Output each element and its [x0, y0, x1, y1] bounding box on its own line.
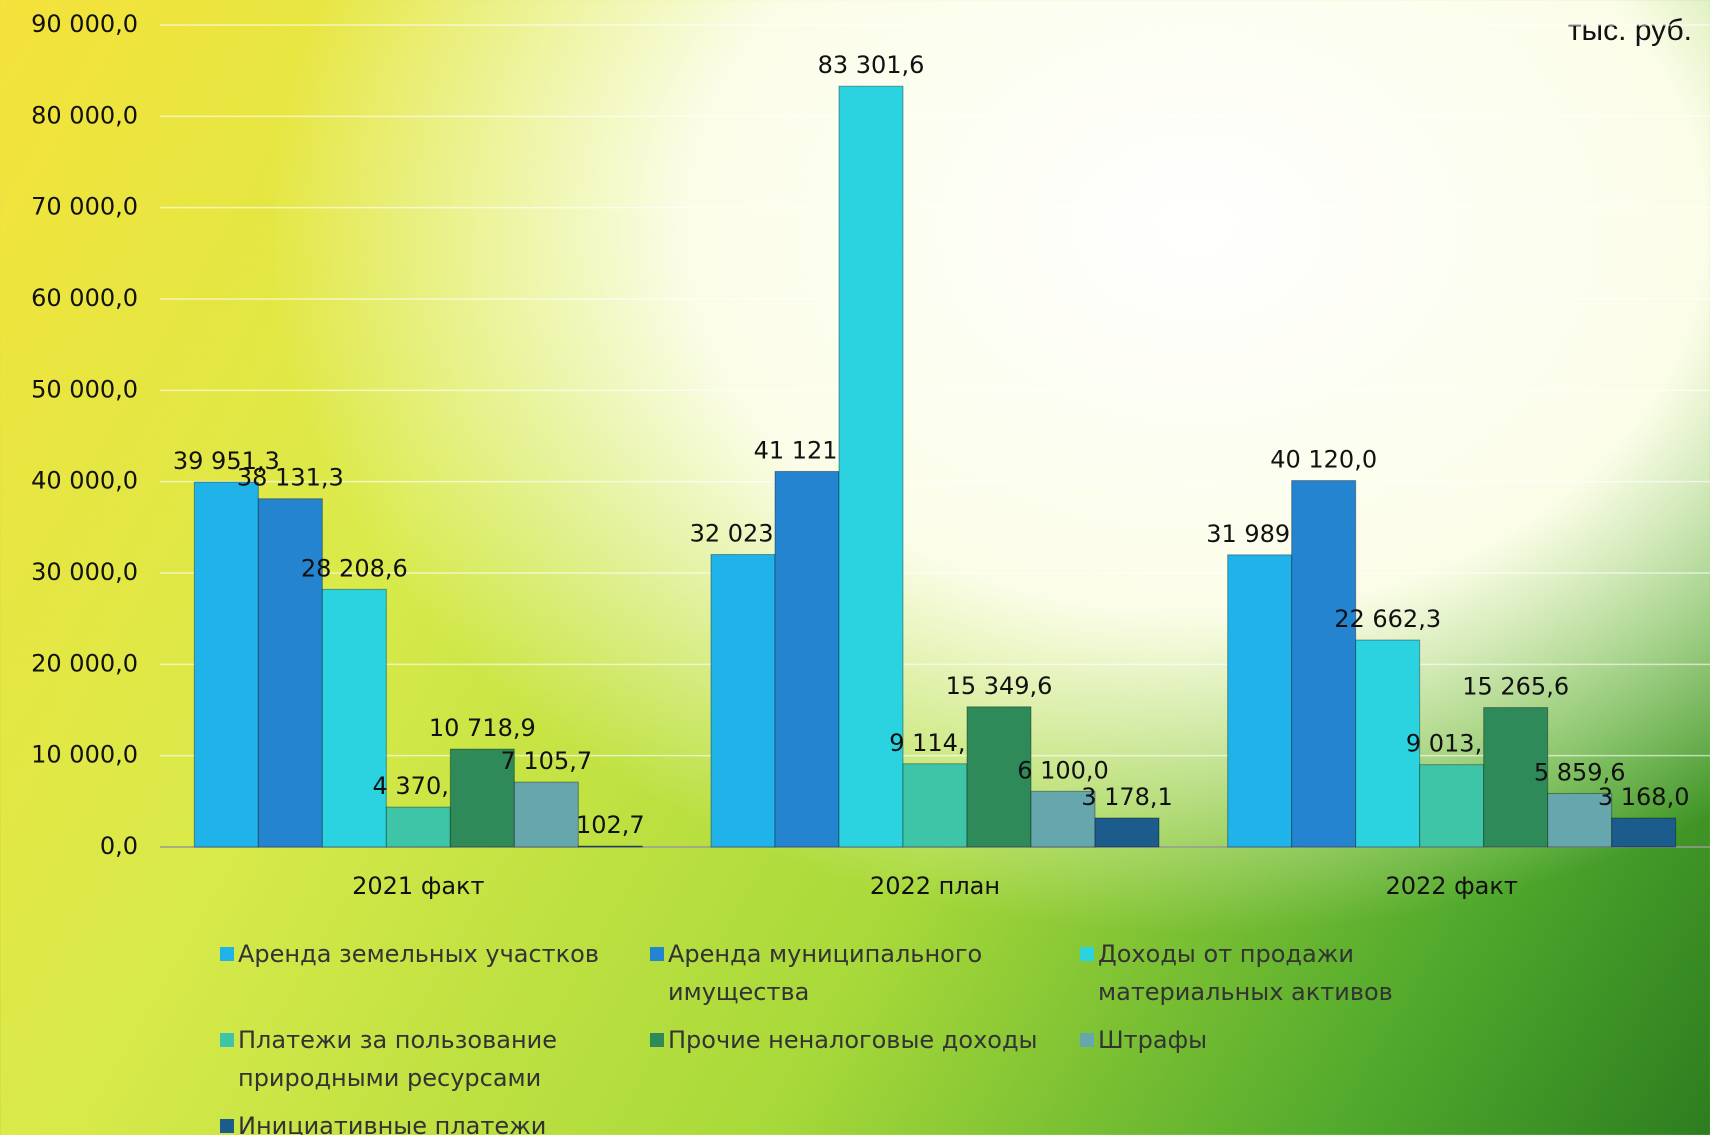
legend-label: Доходы от продажи материальных активов	[1098, 940, 1393, 1006]
bar	[1030, 790, 1096, 848]
legend-item: Доходы от продажи материальных активов	[1080, 935, 1510, 1011]
bar	[966, 706, 1032, 848]
y-tick-label: 20 000,0	[31, 649, 138, 677]
bar	[257, 498, 323, 848]
value-label: 40 120,0	[1270, 446, 1377, 474]
bar	[321, 588, 387, 848]
bar	[1419, 764, 1485, 848]
bar	[449, 748, 515, 848]
y-tick-label: 80 000,0	[31, 101, 138, 129]
bar	[513, 781, 579, 848]
y-tick-label: 50 000,0	[31, 375, 138, 403]
legend-item: Аренда земельных участков	[220, 935, 650, 1011]
value-label: 9 013,0	[1406, 730, 1498, 758]
y-tick-label: 90 000,0	[31, 10, 138, 38]
x-tick-label: 2022 факт	[1385, 872, 1517, 900]
value-label: 15 265,6	[1462, 673, 1569, 701]
chart: 0,0 10 000,0 20 000,0 30 000,0 40 000,0 50 00…	[31, 10, 1710, 900]
legend-label: Аренда муниципального имущества	[668, 940, 983, 1006]
bar	[193, 481, 259, 848]
legend-item: Аренда муниципального имущества	[650, 935, 1080, 1011]
legend-item: Инициативные платежи	[220, 1107, 650, 1135]
legend-label: Платежи за пользование природными ресурс…	[238, 1026, 557, 1092]
legend-swatch	[220, 947, 234, 961]
bar	[1355, 639, 1421, 848]
value-label: 83 301,6	[818, 51, 925, 79]
legend-swatch	[650, 1033, 664, 1047]
value-label: 9 114,8	[889, 729, 981, 757]
unit-label: тыс. руб.	[1567, 14, 1692, 47]
legend-item: Штрафы	[1080, 1021, 1510, 1097]
value-label: 39 951,3	[173, 447, 280, 475]
bar	[1611, 817, 1677, 848]
x-tick-label: 2022 план	[870, 872, 1000, 900]
y-tick-label: 30 000,0	[31, 558, 138, 586]
bar	[1291, 480, 1357, 848]
y-tick-label: 70 000,0	[31, 193, 138, 221]
y-tick-label: 10 000,0	[31, 741, 138, 769]
value-label: 7 105,7	[501, 747, 593, 775]
bar	[1483, 707, 1549, 848]
bar	[385, 806, 451, 848]
legend-label: Аренда земельных участков	[238, 940, 599, 968]
legend-swatch	[220, 1033, 234, 1047]
legend-item: Платежи за пользование природными ресурс…	[220, 1021, 650, 1097]
y-tick-label: 0,0	[100, 832, 138, 860]
bar	[1094, 817, 1160, 848]
bar	[902, 763, 968, 848]
legend-swatch	[1080, 1033, 1094, 1047]
legend-swatch	[1080, 947, 1094, 961]
bar	[710, 554, 776, 848]
legend-label: Прочие неналоговые доходы	[668, 1026, 1038, 1054]
value-label: 10 718,9	[429, 714, 536, 742]
bar	[1547, 792, 1613, 848]
bar	[577, 845, 643, 848]
value-label: 4 370,0	[373, 772, 465, 800]
bar	[838, 85, 904, 848]
legend: Аренда земельных участков Аренда муниципа…	[220, 935, 1560, 1135]
value-label: 3 178,1	[1081, 783, 1173, 811]
y-tick-label: 60 000,0	[31, 284, 138, 312]
y-tick-label: 40 000,0	[31, 467, 138, 495]
value-label: 5 859,6	[1534, 758, 1626, 786]
value-label: 22 662,3	[1334, 605, 1441, 633]
legend-swatch	[220, 1119, 234, 1133]
value-label: 28 208,6	[301, 554, 408, 582]
value-label: 6 100,0	[1017, 756, 1109, 784]
value-label: 102,7	[576, 811, 645, 839]
legend-label: Инициативные платежи	[238, 1112, 547, 1135]
bar	[1227, 554, 1293, 848]
bar	[774, 470, 840, 848]
legend-item: Прочие неналоговые доходы	[650, 1021, 1080, 1097]
value-label: 15 349,6	[946, 672, 1053, 700]
value-label: 38 131,3	[237, 464, 344, 492]
value-label: 3 168,0	[1598, 783, 1690, 811]
x-tick-label: 2021 факт	[352, 872, 484, 900]
legend-label: Штрафы	[1098, 1026, 1208, 1054]
legend-swatch	[650, 947, 664, 961]
